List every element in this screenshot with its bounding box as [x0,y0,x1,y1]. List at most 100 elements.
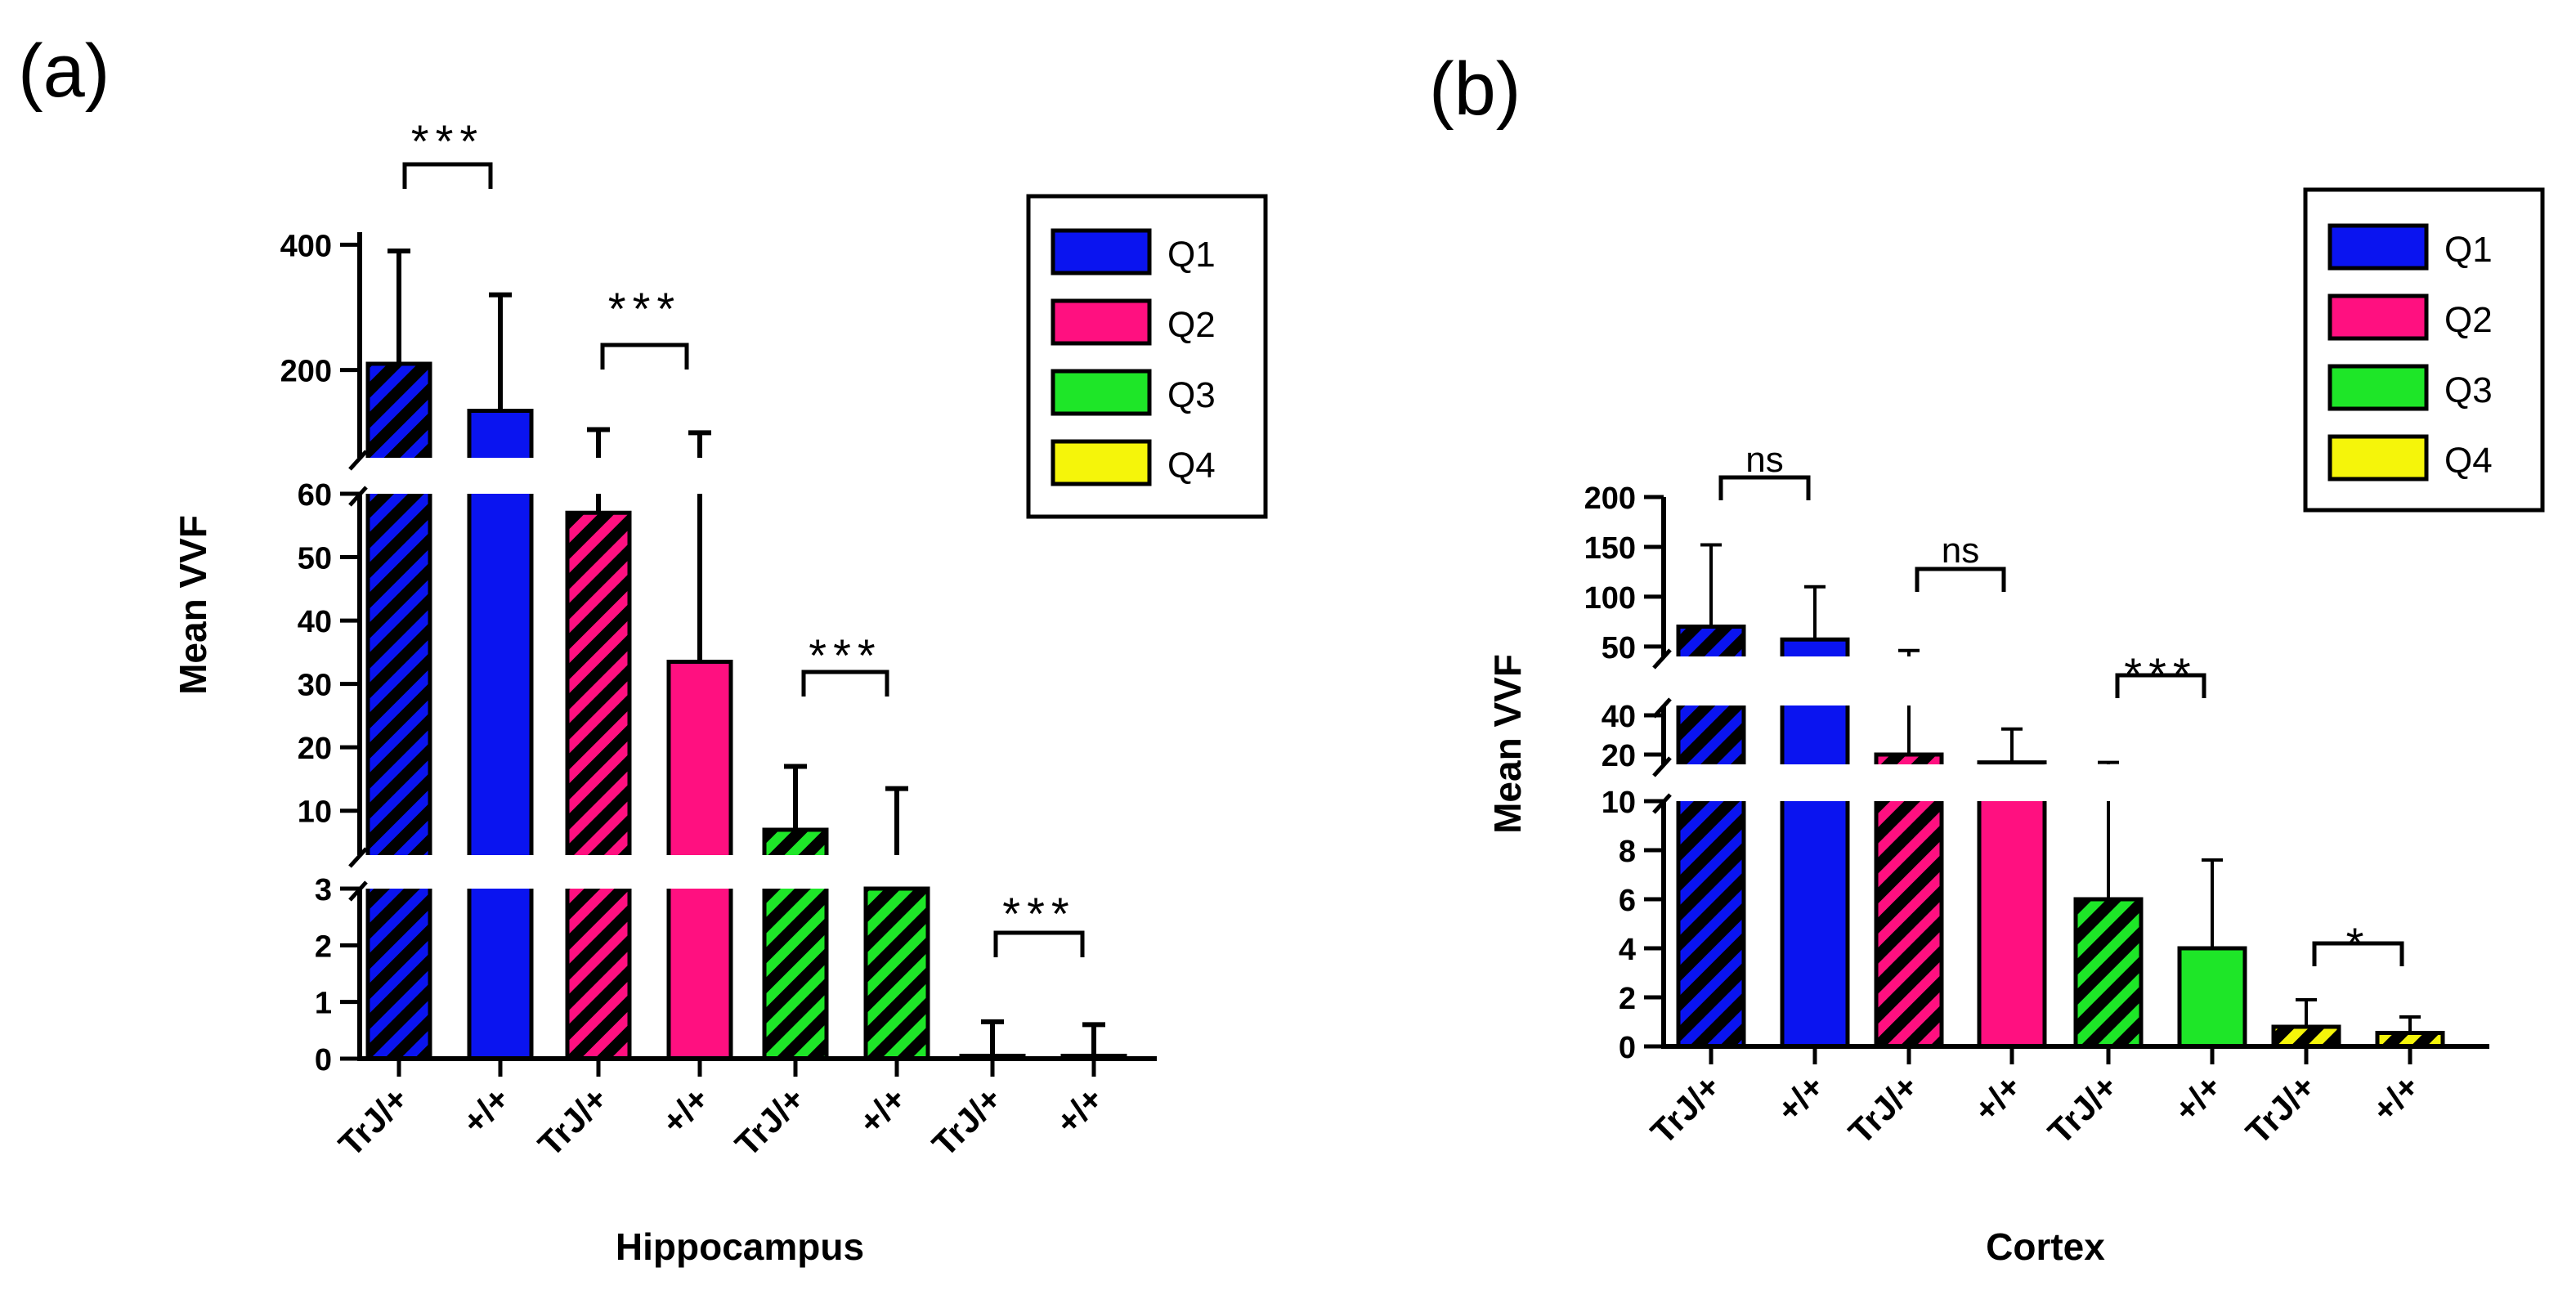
significance-label: ns [1942,531,1979,571]
legend-a-swatch-q4 [1051,439,1152,486]
significance-b-1: ns [1718,440,1811,500]
significance-label: ns [1745,440,1783,480]
bar-a-6 [863,886,930,1059]
y-tick-label-a: 0 [315,1043,332,1077]
bar-a-4 [666,659,733,1059]
bar-b-1 [1676,624,1746,1046]
bar-b-6 [2177,946,2247,1046]
bar-b-7 [2271,1024,2341,1046]
y-tick-label-a: 50 [298,542,332,576]
legend-a-label-q3: Q3 [1167,375,1216,415]
x-tick-label-a: TrJ/+ [531,1079,615,1163]
panel-b-xlabel: Cortex [1986,1225,2105,1268]
panel-a-xlabel: Hippocampus [616,1225,864,1268]
error-bar-b-2 [1804,585,1826,640]
significance-label: *** [1002,888,1075,939]
x-tick-label-b: TrJ/+ [1643,1067,1727,1151]
x-axis-b: TrJ/+ +/+ TrJ/+ +/+ TrJ/+ +/+ TrJ/+ +/+ [1643,1044,2489,1152]
legend-a-label-q2: Q2 [1167,305,1216,345]
bar-a-2 [467,409,534,1059]
bar-b-2 [1780,637,1850,1046]
y-tick-label-b: 150 [1584,531,1636,566]
bar-a-3 [565,510,632,1059]
y-tick-label-b: 20 [1602,739,1636,773]
x-tick-label-b: +/+ [2166,1067,2229,1129]
y-tick-label-b: 200 [1584,482,1636,516]
legend-a: Q1 Q2 Q3 Q4 [1026,194,1268,519]
y-tick-label-b: 0 [1619,1031,1636,1065]
legend-b-label-q3: Q3 [2444,370,2493,410]
bar-b-8 [2375,1031,2445,1046]
legend-a-label-q4: Q4 [1167,446,1216,486]
panel-a-ylabel: Mean VVF [172,515,214,695]
x-axis-a: TrJ/+ +/+ TrJ/+ +/+ TrJ/+ +/+ TrJ/+ +/+ [331,1056,1157,1164]
error-bar-b-8 [2399,1015,2421,1033]
panel-a-label: (a) [18,29,110,113]
significance-b-3: *** [2115,648,2206,700]
y-axis-a: 0 1 2 3 10 20 30 40 50 60 200 400 [280,229,368,1077]
error-bar-b-3 [1898,648,1920,755]
legend-a-swatch-q3 [1051,369,1152,416]
error-bar-a-5 [784,764,807,830]
significance-label: *** [2124,648,2197,700]
significance-b-4: * [2312,918,2404,970]
y-tick-label-b: 10 [1602,786,1636,820]
y-tick-label-a: 60 [298,478,332,513]
legend-b-swatch-q1 [2327,223,2429,271]
y-tick-label-b: 8 [1619,835,1636,869]
error-bar-a-7 [981,1019,1004,1056]
x-tick-label-a: +/+ [1048,1079,1110,1141]
x-tick-label-b: TrJ/+ [1841,1067,1925,1151]
x-tick-label-a: TrJ/+ [925,1079,1009,1163]
error-bar-b-7 [2296,998,2317,1027]
y-tick-label-a: 10 [298,795,332,830]
x-tick-label-b: TrJ/+ [2041,1067,2125,1151]
bar-b-4 [1977,760,2047,1046]
error-bar-b-1 [1700,543,1722,627]
significance-a-1: *** [402,115,493,189]
y-tick-label-a: 30 [298,669,332,703]
error-bar-a-1 [388,249,410,364]
legend-a-swatch-q2 [1051,298,1152,346]
x-tick-label-b: +/+ [2364,1067,2426,1129]
legend-b-label-q2: Q2 [2444,300,2493,340]
x-tick-label-a: +/+ [654,1079,716,1141]
x-tick-label-b: TrJ/+ [2238,1067,2323,1151]
y-tick-label-a: 400 [280,229,332,263]
error-bar-a-8 [1082,1022,1105,1056]
legend-b-swatch-q3 [2327,364,2429,411]
legend-b-swatch-q4 [2327,434,2429,482]
significance-label: *** [411,115,484,167]
error-bar-a-4 [688,430,711,662]
error-bar-b-4 [2001,727,2023,763]
y-tick-label-b: 4 [1619,933,1636,967]
legend-b-label-q1: Q1 [2444,230,2493,270]
legend-a-label-q1: Q1 [1167,235,1216,275]
legend-b: Q1 Q2 Q3 Q4 [2303,187,2545,513]
x-tick-label-a: +/+ [455,1079,517,1141]
legend-b-swatch-q2 [2327,293,2429,341]
y-tick-label-b: 40 [1602,700,1636,734]
error-bar-a-3 [587,427,610,513]
x-tick-label-b: +/+ [1769,1067,1831,1129]
x-tick-label-a: TrJ/+ [331,1079,415,1163]
bar-a-1 [365,361,432,1059]
legend-a-swatch-q1 [1051,228,1152,275]
significance-a-2: *** [600,283,689,370]
y-tick-label-a: 2 [315,929,332,964]
x-tick-label-a: +/+ [851,1079,913,1141]
y-tick-label-a: 40 [298,605,332,639]
error-bar-a-2 [489,292,512,411]
y-tick-label-b: 100 [1584,581,1636,616]
y-tick-label-b: 6 [1619,884,1636,918]
error-bar-b-6 [2202,858,2223,948]
legend-b-label-q4: Q4 [2444,441,2493,481]
y-tick-label-a: 1 [315,987,332,1021]
panel-b-label: (b) [1429,47,1521,131]
significance-a-4: *** [993,888,1085,957]
x-tick-label-b: +/+ [1966,1067,2028,1129]
significance-a-3: *** [801,629,889,697]
